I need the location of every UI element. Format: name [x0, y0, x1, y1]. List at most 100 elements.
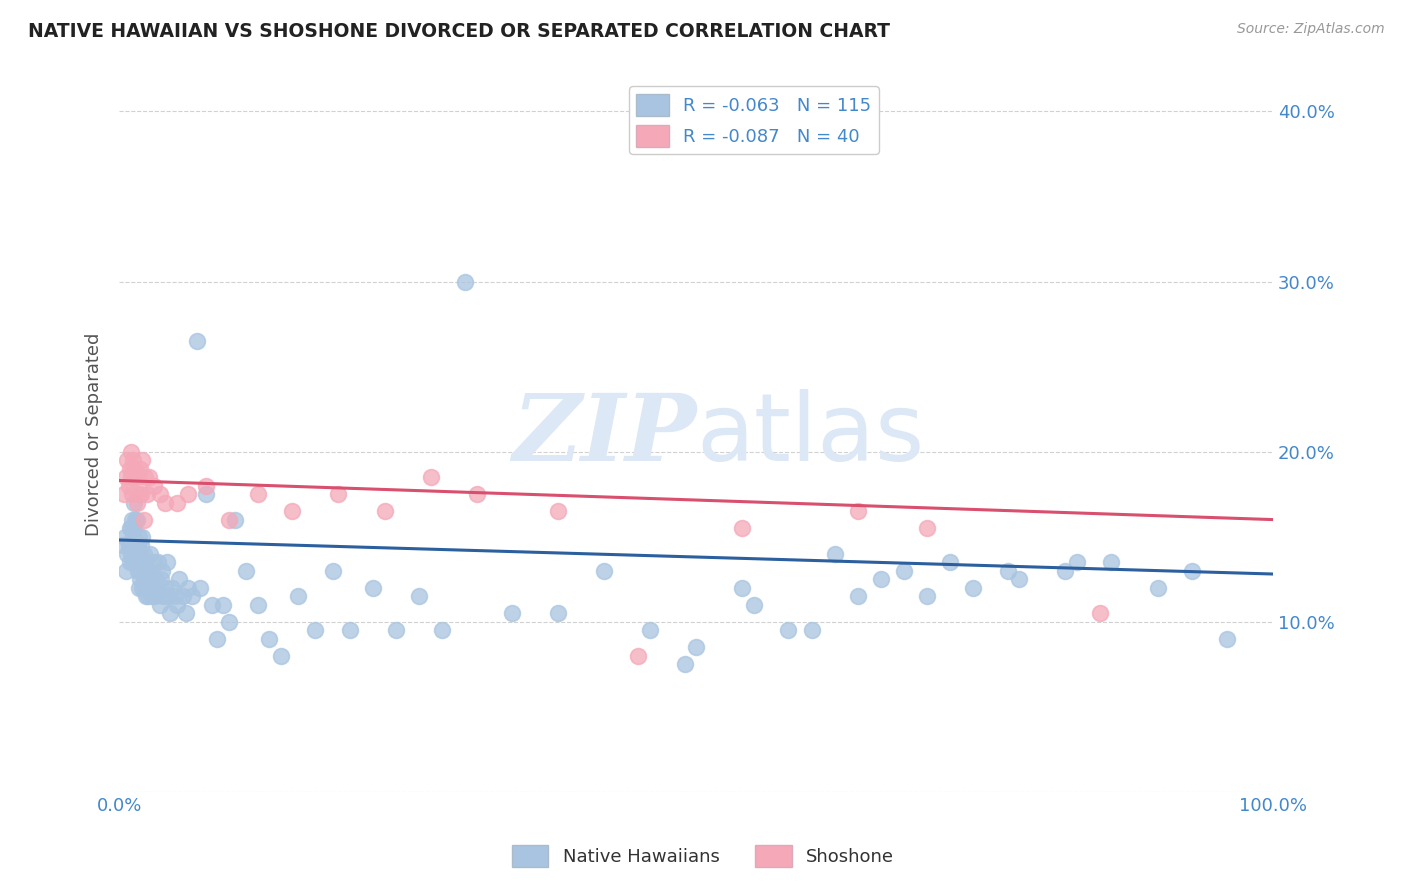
Point [121, 487, 143, 501]
Point [129, 487, 152, 501]
Point [997, 564, 1019, 578]
Point [117, 547, 139, 561]
Point [125, 538, 148, 552]
Point [673, 657, 696, 672]
Point [128, 487, 150, 501]
Point [132, 513, 155, 527]
Point [129, 538, 152, 552]
Point [181, 589, 204, 603]
Point [115, 470, 138, 484]
Point [501, 606, 523, 620]
Point [149, 487, 172, 501]
Point [322, 564, 344, 578]
Point [1101, 555, 1123, 569]
Point [111, 538, 134, 552]
Point [846, 504, 869, 518]
Point [134, 470, 156, 484]
Point [121, 513, 143, 527]
Point [120, 521, 142, 535]
Point [778, 623, 800, 637]
Point [915, 589, 938, 603]
Point [142, 581, 165, 595]
Point [465, 487, 488, 501]
Text: atlas: atlas [696, 389, 924, 481]
Point [962, 581, 984, 595]
Point [118, 555, 141, 569]
Point [142, 572, 165, 586]
Point [1216, 632, 1239, 646]
Point [128, 530, 150, 544]
Point [136, 581, 159, 595]
Point [547, 606, 569, 620]
Point [742, 598, 765, 612]
Point [128, 555, 150, 569]
Point [328, 487, 350, 501]
Point [122, 530, 145, 544]
Point [127, 538, 149, 552]
Point [685, 640, 707, 655]
Point [159, 606, 181, 620]
Point [419, 470, 441, 484]
Point [141, 589, 163, 603]
Point [152, 589, 174, 603]
Point [129, 547, 152, 561]
Text: Source: ZipAtlas.com: Source: ZipAtlas.com [1237, 22, 1385, 37]
Point [1008, 572, 1031, 586]
Point [122, 470, 145, 484]
Point [1146, 581, 1168, 595]
Point [259, 632, 281, 646]
Point [120, 444, 142, 458]
Point [893, 564, 915, 578]
Point [124, 538, 146, 552]
Point [194, 487, 217, 501]
Point [112, 487, 135, 501]
Point [547, 504, 569, 518]
Point [139, 547, 162, 561]
Point [592, 564, 614, 578]
Point [1088, 606, 1111, 620]
Point [915, 521, 938, 535]
Point [155, 495, 177, 509]
Point [122, 521, 145, 535]
Point [114, 530, 136, 544]
Point [134, 581, 156, 595]
Point [121, 538, 143, 552]
Point [118, 521, 141, 535]
Point [162, 581, 184, 595]
Point [432, 623, 454, 637]
Point [120, 470, 142, 484]
Point [374, 504, 396, 518]
Point [281, 504, 304, 518]
Point [177, 487, 200, 501]
Point [155, 581, 177, 595]
Point [117, 538, 139, 552]
Point [122, 495, 145, 509]
Point [120, 547, 142, 561]
Point [339, 623, 361, 637]
Point [118, 461, 141, 475]
Point [156, 589, 179, 603]
Point [174, 606, 197, 620]
Point [134, 555, 156, 569]
Point [128, 581, 150, 595]
Point [125, 555, 148, 569]
Point [169, 572, 191, 586]
Point [846, 589, 869, 603]
Point [172, 589, 194, 603]
Point [163, 589, 186, 603]
Point [869, 572, 891, 586]
Point [235, 564, 257, 578]
Point [129, 461, 152, 475]
Point [361, 581, 384, 595]
Point [186, 334, 208, 348]
Point [149, 598, 172, 612]
Legend: Native Hawaiians, Shoshone: Native Hawaiians, Shoshone [505, 838, 901, 874]
Point [800, 623, 823, 637]
Point [207, 632, 229, 646]
Point [454, 275, 477, 289]
Point [200, 598, 222, 612]
Point [149, 572, 172, 586]
Point [939, 555, 962, 569]
Point [135, 589, 157, 603]
Point [131, 530, 153, 544]
